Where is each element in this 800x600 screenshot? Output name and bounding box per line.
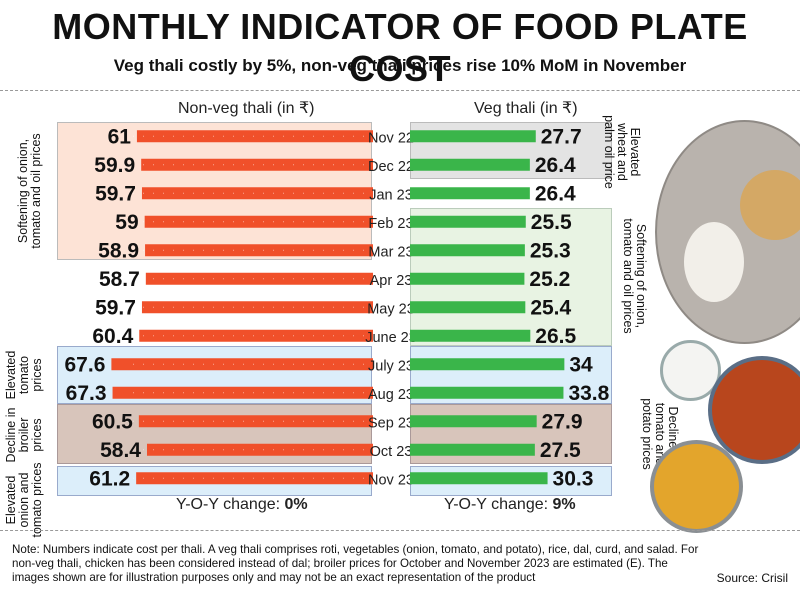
nonveg-value-label: 58.7 [99,268,140,291]
veg-value-label: 26.4 [535,154,576,177]
veg-bar [410,472,548,485]
veg-yoy-value: 9% [552,496,576,513]
nonveg-bar [138,415,373,428]
nonveg-value-label: 60.4 [92,325,133,348]
nonveg-value-label: 67.6 [65,353,106,376]
curry-bowl-image [708,356,800,464]
month-label: May 23 [367,301,415,317]
veg-yoy-label: Y-O-Y change: [444,496,553,513]
veg-bar [410,415,537,428]
nonveg-value-label: 59.9 [94,154,135,177]
nonveg-bar [144,215,373,228]
veg-bar [410,215,526,228]
veg-value-label: 26.4 [535,182,576,205]
month-label: July 23 [368,358,414,374]
month-label: Dec 22 [368,159,414,175]
veg-value-label: 26.5 [535,325,576,348]
veg-value-label: 34 [569,353,593,376]
veg-bar [410,329,531,342]
nonveg-value-label: 58.4 [100,439,141,462]
month-label: June 23 [365,330,417,346]
nonveg-value-label: 59.7 [95,296,136,319]
veg-bar [410,130,536,143]
nonveg-bar [141,301,373,314]
top-divider [0,90,800,91]
veg-bar [410,443,535,456]
roti-image [740,170,800,240]
month-label: Apr 23 [370,273,413,289]
nonveg-heading: Non-veg thali (in ₹) [178,100,315,117]
veg-bar [410,187,530,200]
veg-value-label: 27.7 [541,125,582,148]
veg-heading: Veg thali (in ₹) [474,100,578,117]
month-label: Feb 23 [368,216,413,232]
veg-value-label: 30.3 [553,467,594,490]
nonveg-value-label: 67.3 [66,382,107,405]
nonveg-bar [141,158,373,171]
veg-value-label: 27.5 [540,439,581,462]
veg-value-label: 27.9 [542,410,583,433]
nonveg-bar [145,244,373,257]
nonveg-yoy-label: Y-O-Y change: [176,496,285,513]
month-label: Nov 22 [368,130,414,146]
nonveg-yoy-value: 0% [284,496,308,513]
nonveg-bar [112,386,373,399]
month-label: Nov 23 [368,472,414,488]
nonveg-bar [111,358,373,371]
month-label: Aug 23 [368,387,414,403]
nonveg-value-label: 59 [115,211,138,234]
veg-bar [410,158,530,171]
veg-bar [410,301,526,314]
nonveg-value-label: 61.2 [89,467,130,490]
chart-title: MONTHLY INDICATOR OF FOOD PLATE COST [52,6,748,89]
month-label: Jan 23 [369,187,413,203]
nonveg-bar [136,472,373,485]
veg-bar [410,358,565,371]
nonveg-value-label: 60.5 [92,410,133,433]
veg-bar [410,386,564,399]
nonveg-bar [141,187,373,200]
chart-subtitle: Veg thali costly by 5%, non-veg thali pr… [113,56,687,75]
nonveg-value-label: 59.7 [95,182,136,205]
bottom-divider [0,530,800,531]
veg-value-label: 25.4 [530,296,571,319]
veg-yoy-change: Y-O-Y change: 9% [444,496,576,514]
dal-bowl-image [650,440,743,533]
veg-value-label: 25.5 [531,211,572,234]
footnote: Note: Numbers indicate cost per thali. A… [12,543,699,584]
veg-value-label: 25.2 [529,268,570,291]
month-label: Sep 23 [368,415,414,431]
nonveg-bar [136,130,373,143]
nonveg-yoy-change: Y-O-Y change: 0% [176,496,308,514]
nonveg-bar [139,329,373,342]
nonveg-value-label: 61 [108,125,132,148]
source-credit: Source: Crisil [716,571,788,585]
veg-bar [410,244,525,257]
veg-value-label: 33.8 [568,382,609,405]
nonveg-bar [145,272,373,285]
rice-image [684,222,744,302]
nonveg-bar [146,443,373,456]
veg-value-label: 25.3 [530,239,571,262]
nonveg-value-label: 58.9 [98,239,139,262]
month-label: Mar 23 [368,244,413,260]
veg-bar [410,272,525,285]
month-label: Oct 23 [370,444,413,460]
